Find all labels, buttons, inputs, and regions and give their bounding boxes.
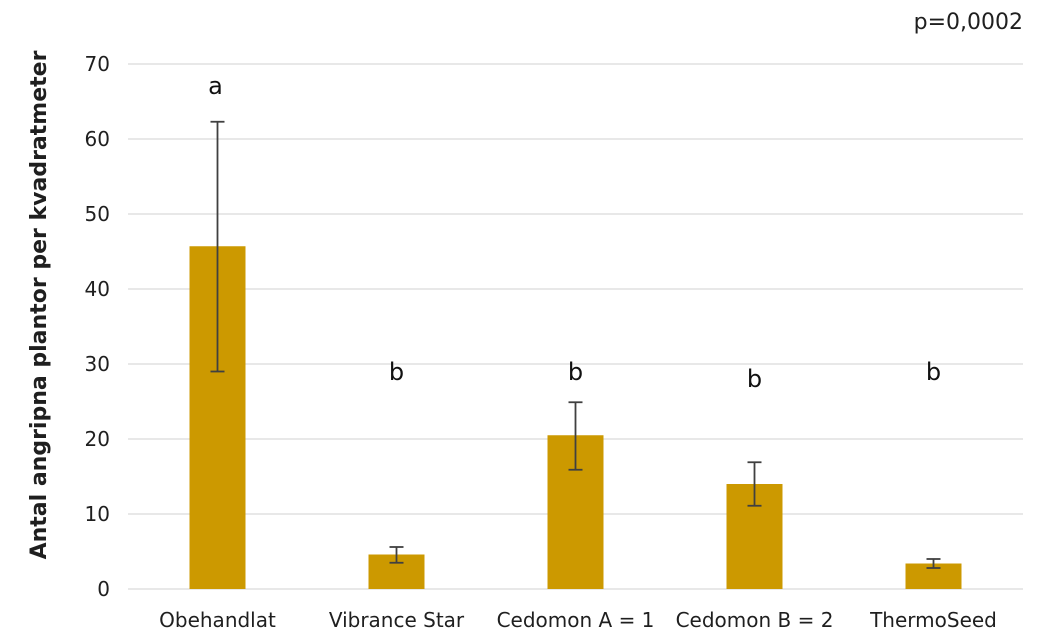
bars [189,246,962,589]
p-value-annotation: p=0,0002 [914,10,1023,35]
significance-letter: b [747,365,762,393]
x-category-label: Cedomon A = 1 [497,608,655,632]
significance-letter: b [389,358,404,386]
x-category-labels: Obehandlat Vibrance Star Cedomon A = 1 Cedo… [159,608,997,632]
y-tick-labels: 0 10 20 30 40 50 60 70 [85,52,110,601]
error-bar [747,461,762,507]
significance-letters: a b b b b [208,72,941,393]
y-tick-label: 60 [85,127,110,151]
error-bars [210,120,941,569]
y-tick-label: 50 [85,202,110,226]
y-tick-label: 10 [85,502,110,526]
y-tick-label: 30 [85,352,110,376]
significance-letter: a [208,72,223,100]
y-tick-label: 0 [97,577,110,601]
y-tick-label: 20 [85,427,110,451]
significance-letter: b [568,358,583,386]
error-bar [926,558,941,569]
error-bar [568,401,583,471]
x-category-label: Cedomon B = 2 [676,608,834,632]
x-category-label: Obehandlat [159,608,276,632]
error-bar [389,546,404,564]
x-category-label: Vibrance Star [329,608,465,632]
y-axis-title: Antal angripna plantor per kvadratmeter [27,50,52,559]
y-tick-label: 40 [85,277,110,301]
y-tick-label: 70 [85,52,110,76]
x-category-label: ThermoSeed [869,608,997,632]
significance-letter: b [926,358,941,386]
error-bar [210,120,225,373]
